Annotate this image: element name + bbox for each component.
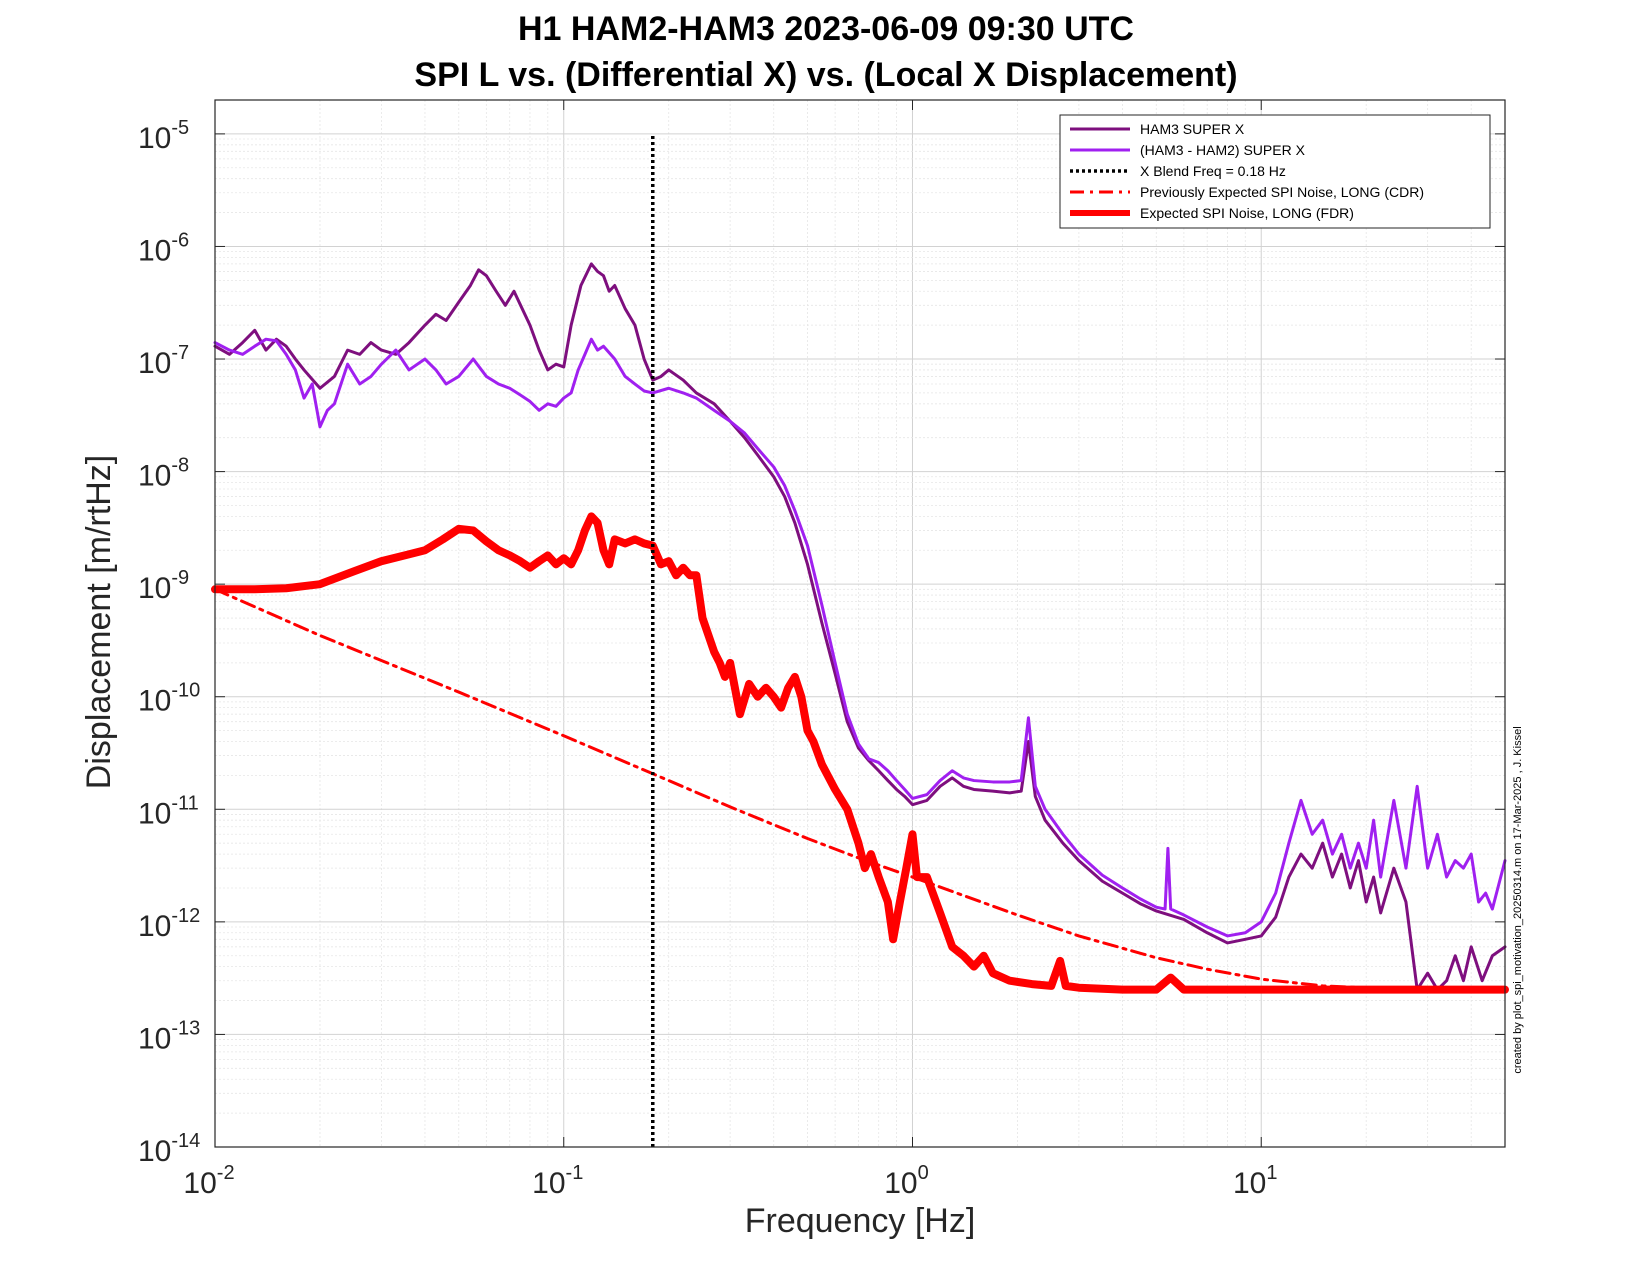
plot-area: [215, 100, 1505, 1147]
legend-entry: X Blend Freq = 0.18 Hz: [1140, 163, 1286, 179]
x-tick-label: 10-1: [532, 1162, 583, 1200]
y-tick-label: 10-7: [138, 342, 189, 380]
legend: HAM3 SUPER X (HAM3 - HAM2) SUPER X X Blend…: [1059, 114, 1491, 229]
y-tick-labels: 10-5 10-6 10-7 10-8 10-9 10-10 10-11 10-12 10-13…: [138, 117, 1505, 1168]
legend-entry: (HAM3 - HAM2) SUPER X: [1140, 142, 1306, 158]
y-tick-label: 10-5: [138, 117, 189, 155]
y-tick-label: 10-10: [138, 680, 200, 718]
plot-frame: [214, 99, 1506, 1148]
series-line-5: [211, 512, 1509, 994]
series-line-2: [213, 337, 1507, 938]
x-axis-label: Frequency [Hz]: [745, 1202, 976, 1240]
x-tick-labels: 10-2 10-1 100 101: [183, 100, 1277, 1200]
y-tick-label: 10-12: [138, 905, 200, 943]
chart-title: H1 HAM2-HAM3 2023-06-09 09:30 UTC: [518, 10, 1134, 48]
legend-box: [1059, 114, 1491, 229]
y-tick-label: 10-11: [138, 792, 199, 830]
y-tick-label: 10-9: [138, 567, 189, 605]
legend-entry: Expected SPI Noise, LONG (FDR): [1140, 205, 1354, 221]
x-tick-label: 100: [884, 1162, 929, 1200]
legend-entry: Previously Expected SPI Noise, LONG (CDR…: [1140, 184, 1424, 200]
grid: [214, 99, 1506, 1148]
credit-note: created by plot_spi_motivation_20250314.…: [1512, 726, 1524, 1073]
series-line-1: [213, 262, 1507, 992]
y-tick-label: 10-13: [138, 1017, 200, 1055]
series-layer: [211, 133, 1509, 1147]
x-tick-label: 101: [1233, 1162, 1278, 1200]
y-tick-label: 10-8: [138, 455, 189, 493]
legend-entry: HAM3 SUPER X: [1140, 121, 1245, 137]
chart-subtitle: SPI L vs. (Differential X) vs. (Local X …: [414, 56, 1237, 94]
x-tick-label: 10-2: [183, 1162, 234, 1200]
y-tick-label: 10-14: [138, 1130, 200, 1168]
y-axis-label: Displacement [m/rtHz]: [80, 455, 118, 789]
y-tick-label: 10-6: [138, 229, 189, 267]
